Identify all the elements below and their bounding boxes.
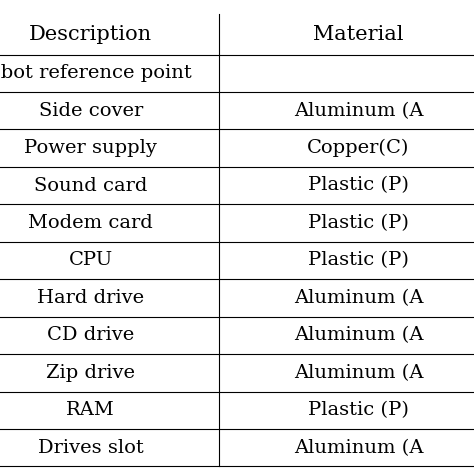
Text: Aluminum (A: Aluminum (A [294, 102, 423, 119]
Text: Aluminum (A: Aluminum (A [294, 289, 423, 307]
Text: Description: Description [29, 25, 152, 44]
Text: Plastic (P): Plastic (P) [308, 252, 409, 269]
Text: Sound card: Sound card [34, 177, 147, 194]
Text: Power supply: Power supply [24, 139, 157, 157]
Text: Plastic (P): Plastic (P) [308, 214, 409, 232]
Text: Aluminum (A: Aluminum (A [294, 327, 423, 344]
Text: CD drive: CD drive [47, 327, 134, 344]
Text: Modem card: Modem card [28, 214, 153, 232]
Text: Aluminum (A: Aluminum (A [294, 439, 423, 456]
Text: Plastic (P): Plastic (P) [308, 177, 409, 194]
Text: Copper(C): Copper(C) [307, 139, 410, 157]
Text: Side cover: Side cover [38, 102, 143, 119]
Text: Plastic (P): Plastic (P) [308, 401, 409, 419]
Text: Zip drive: Zip drive [46, 364, 135, 382]
Text: Material: Material [313, 25, 404, 44]
Text: CPU: CPU [69, 252, 113, 269]
Text: RAM: RAM [66, 401, 115, 419]
Text: obot reference point: obot reference point [0, 64, 192, 82]
Text: Aluminum (A: Aluminum (A [294, 364, 423, 382]
Text: Drives slot: Drives slot [38, 439, 144, 456]
Text: Hard drive: Hard drive [37, 289, 144, 307]
